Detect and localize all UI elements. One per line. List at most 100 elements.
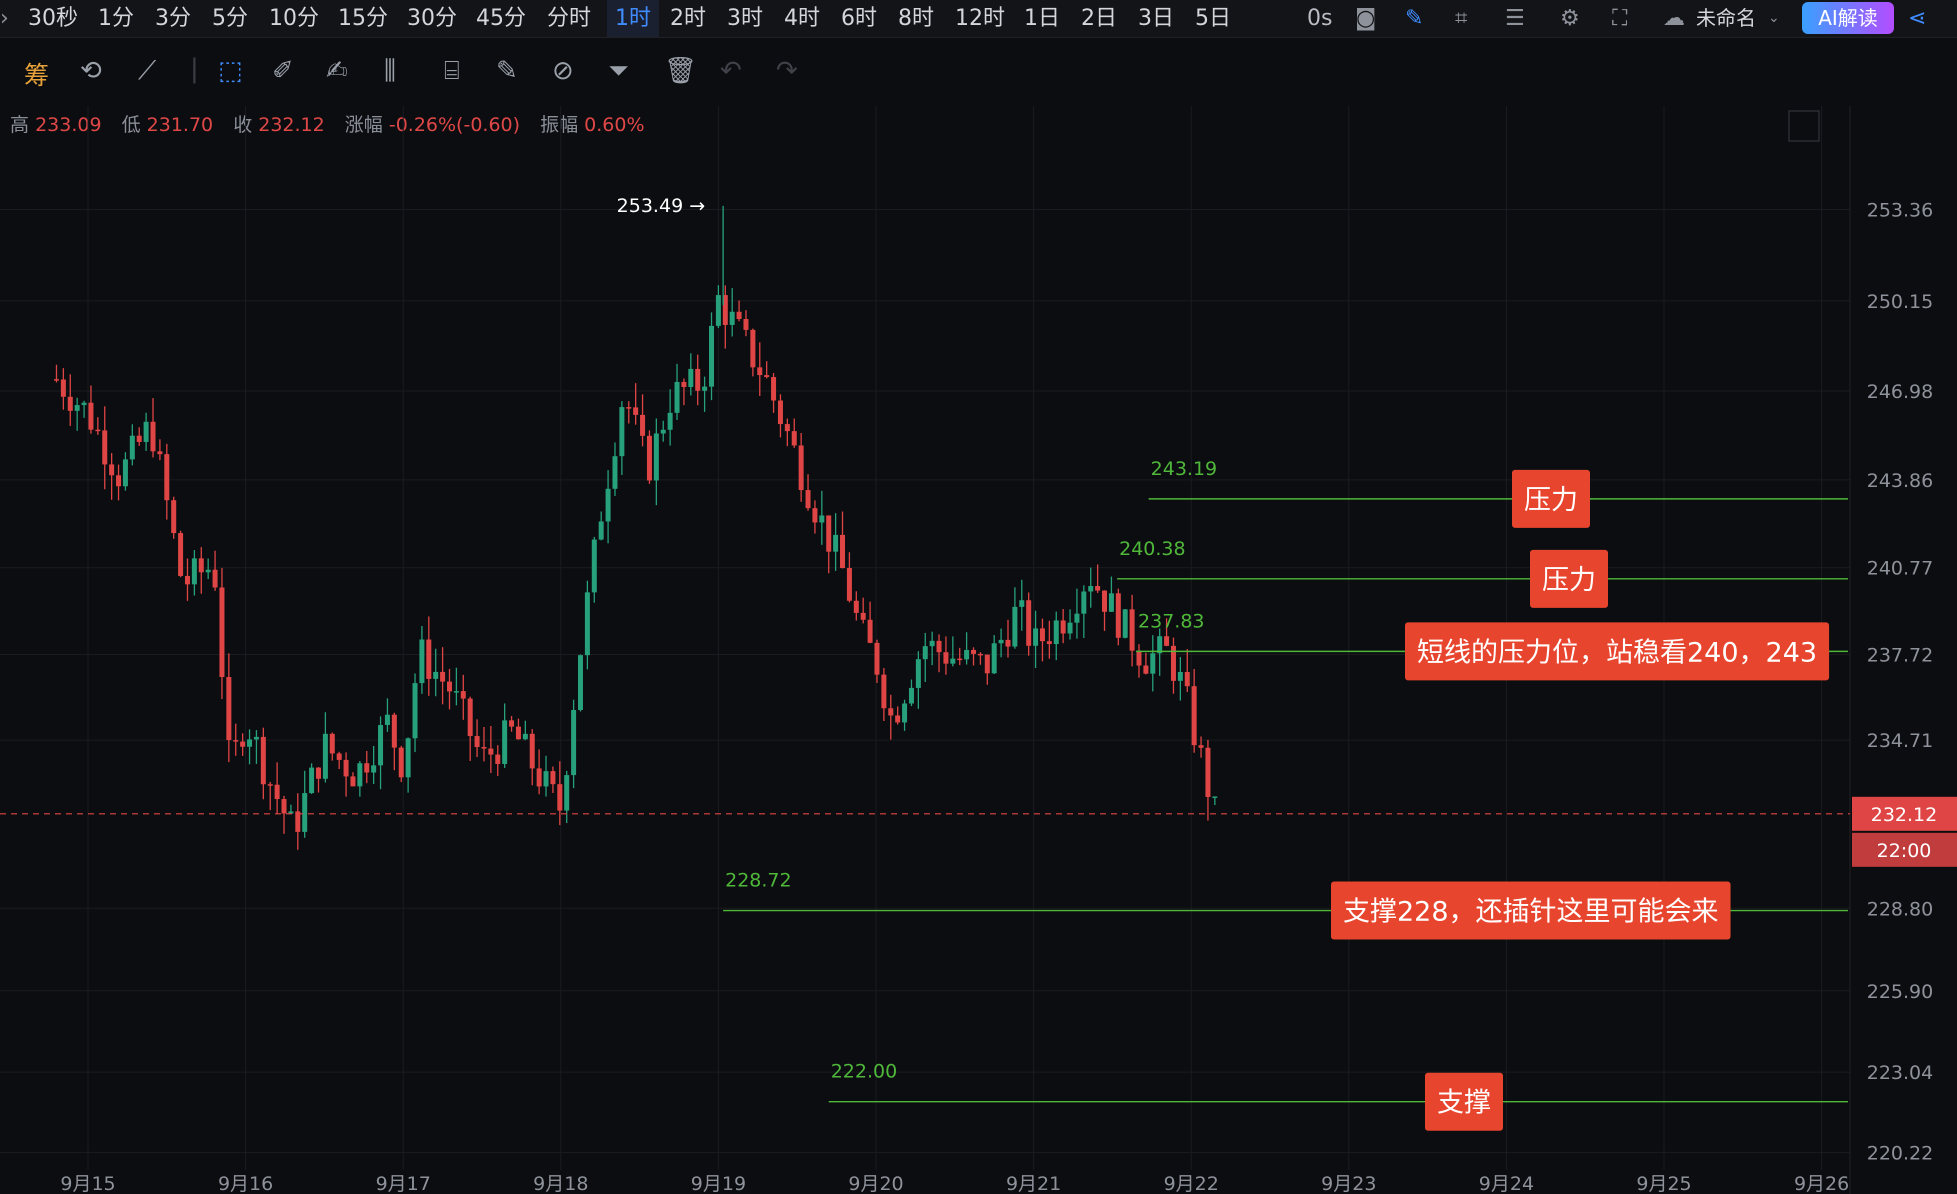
candle-body [391,714,397,748]
candle-body [191,558,197,585]
candle-body [446,681,452,692]
filter-icon[interactable]: ⏷ [608,56,629,86]
candle-body [1143,665,1149,674]
date-tick-label: 9月19 [691,1173,746,1194]
tf-1m[interactable]: 1分 [98,6,134,31]
candle-body [109,464,115,476]
candle-body [253,736,259,740]
candle-body [143,421,149,442]
list-icon[interactable]: ☰ [1505,6,1525,31]
peak-label: 253.49 → [617,195,705,217]
candle-body [1198,745,1204,748]
tf-3h[interactable]: 3时 [727,6,763,31]
candle-body [998,639,1004,644]
annotation-text: 压力 [1524,485,1578,516]
replay-icon[interactable]: ⟲ [80,56,102,86]
candle-body [605,488,611,522]
candle-body [1088,586,1094,592]
candles [53,205,1218,850]
crop-icon[interactable]: ⌗ [1455,6,1468,31]
brush-icon[interactable]: ✍ [326,56,348,86]
tf-intraday[interactable]: 分时 [547,6,592,31]
date-tick-label: 9月20 [848,1173,903,1194]
candle-body [502,720,508,764]
candle-body [136,435,142,442]
crosshair-icon[interactable]: ⟋ [138,56,157,86]
candle-body [509,720,515,727]
tf-2d[interactable]: 2日 [1081,6,1117,31]
candle-body [812,508,818,523]
candle-body [626,407,632,409]
chevron-down-icon[interactable]: ⌄ [1768,10,1780,26]
candle-body [764,375,770,378]
candle-body [219,587,225,678]
tf-1d[interactable]: 1日 [1024,6,1060,31]
candle-body [1136,650,1142,666]
tf-15m[interactable]: 15分 [338,6,388,31]
tf-45m[interactable]: 45分 [476,6,526,31]
tf-8h[interactable]: 8时 [898,6,934,31]
trash-icon[interactable]: 🗑 [664,56,698,86]
candle-body [481,747,487,749]
candle-body [240,741,246,747]
candle-body [805,490,811,509]
redo-icon[interactable]: ↷ [776,56,798,86]
camera-icon[interactable]: ◙ [1355,6,1377,31]
tf-12h[interactable]: 12时 [955,6,1005,31]
undo-icon[interactable]: ↶ [720,56,742,86]
layout-name[interactable]: 未命名 [1696,6,1756,30]
note-icon[interactable]: ✎ [496,56,518,86]
tf-3d[interactable]: 3日 [1138,6,1174,31]
tf-30m[interactable]: 30分 [407,6,457,31]
candle-body [453,691,459,693]
candle-body [860,612,866,620]
scroll-left-icon[interactable]: › [0,6,9,31]
chip-distribution-button[interactable]: 筹 [24,61,50,90]
tf-4h[interactable]: 4时 [784,6,820,31]
tf-10m[interactable]: 10分 [269,6,319,31]
measure-icon[interactable]: ⌸ [444,56,460,86]
ai-analysis-button[interactable]: AI解读 [1802,2,1894,34]
drawing-toolbar: 筹 ⟲ ⟋ | ⬚ ✐ ✍ ⫼ ⌸ ✎ ⊘ ⏷ 🗑 ↶ ↷ [0,38,1957,106]
tf-3m[interactable]: 3分 [155,6,191,31]
price-chart[interactable]: 243.19 240.38 237.83 228.72 222.00 253.36 250… [0,106,1957,1194]
magnet-icon[interactable]: ⊘ [552,56,574,86]
candle-body [826,515,832,552]
candle-body [584,592,590,656]
date-tick-label: 9月23 [1321,1173,1376,1194]
pencil-icon[interactable]: ✎ [1405,6,1424,31]
tf-30s[interactable]: 30秒 [28,6,78,31]
candle-body [1102,590,1108,612]
candle-body [102,430,108,465]
candle-body [646,435,652,481]
ruler-icon[interactable]: ✐ [272,56,294,86]
level-label: 240.38 [1119,538,1185,560]
candle-body [660,429,666,434]
share-icon[interactable]: ⋖ [1908,6,1927,31]
candle-body [1150,653,1156,674]
tf-5d[interactable]: 5日 [1195,6,1231,31]
candle-body [1060,620,1066,634]
change-value: -0.26%(-0.60) [388,114,521,136]
candle-body [212,569,218,588]
tf-1h[interactable]: 1时 [607,0,659,37]
tf-2h[interactable]: 2时 [670,6,706,31]
candle-body [1164,636,1170,646]
cursor-icon[interactable]: ⬚ [218,56,243,86]
candle-body [1081,591,1087,614]
candles-icon[interactable]: ⫼ [384,56,396,86]
candle-body [784,424,790,432]
candle-body [288,811,294,814]
settings-icon[interactable]: ⚙ [1560,6,1580,31]
tf-6h[interactable]: 6时 [841,6,877,31]
candle-body [846,567,852,601]
price-tick-label: 228.80 [1867,898,1933,920]
candle-body [460,691,466,699]
cloud-icon[interactable]: ☁ [1663,6,1685,31]
countdown-tag [1852,832,1957,867]
fullscreen-icon[interactable]: ⛶ [1612,6,1628,31]
tf-5m[interactable]: 5分 [212,6,248,31]
candle-body [1074,613,1080,623]
level-label: 237.83 [1138,610,1204,632]
price-tick-label: 253.36 [1867,200,1933,222]
